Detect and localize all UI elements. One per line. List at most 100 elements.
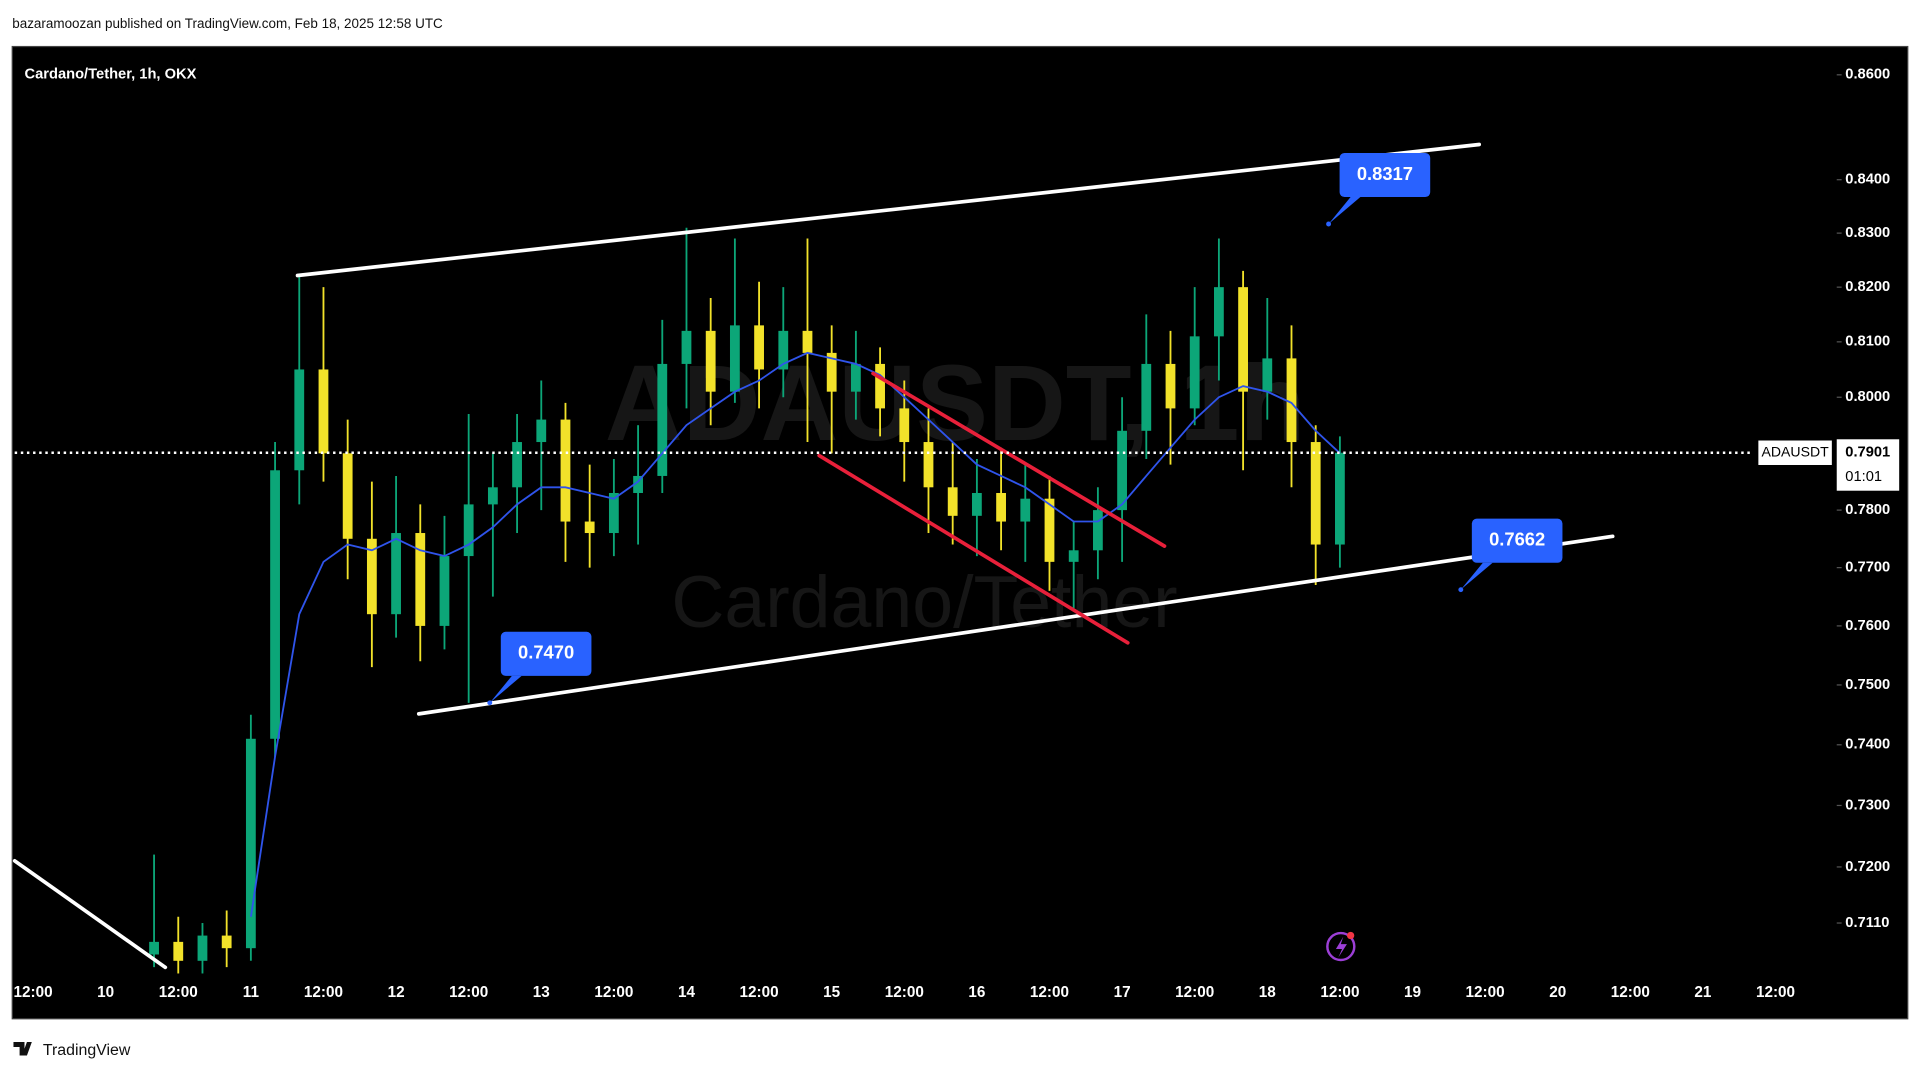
candle-body [366, 538, 377, 615]
candle-body [294, 369, 305, 471]
candle-body [536, 419, 547, 443]
x-tick-label: 17 [1114, 984, 1131, 1001]
candle-body [923, 442, 934, 488]
x-tick-label: 12:00 [1611, 984, 1650, 1001]
x-tick-label: 12:00 [449, 984, 488, 1001]
x-tick-label: 19 [1404, 984, 1421, 1001]
candle-body [608, 492, 619, 534]
candle-body [415, 533, 426, 626]
icon-dot [1346, 931, 1355, 940]
candle-body [1165, 363, 1176, 409]
y-tick-label: 0.7600 [1845, 618, 1890, 634]
callout-box [1339, 152, 1431, 198]
symbol-box [1758, 440, 1832, 465]
price-box [1836, 439, 1900, 491]
candle-body [875, 363, 885, 409]
brand-name: TradingView [43, 1042, 131, 1059]
x-tick-label: 12:00 [885, 984, 924, 1001]
candle-body [1286, 358, 1297, 443]
chart-panel [11, 45, 1909, 1020]
brand-logo [13, 1042, 32, 1056]
candle-body [1335, 452, 1345, 545]
y-tick-label: 0.8300 [1845, 225, 1890, 241]
candle-body [173, 941, 184, 961]
candle-body [754, 325, 764, 370]
brand: TradingView [13, 1042, 131, 1059]
candle-body [1238, 287, 1248, 392]
candle-body [899, 408, 910, 443]
candle-body [463, 504, 474, 557]
x-tick-label: 18 [1259, 984, 1277, 1001]
callout-box [500, 631, 592, 676]
candle-body [633, 475, 643, 493]
countdown: 01:01 [1845, 469, 1882, 485]
byline: bazaramoozan published on TradingView.co… [12, 16, 443, 31]
moving-average [249, 351, 1341, 917]
drawings [12, 142, 1615, 970]
x-tick-label: 12:00 [304, 984, 343, 1001]
candle-body [1141, 363, 1152, 431]
callout-label: 0.8317 [1357, 163, 1413, 184]
x-tick-label: 12:00 [159, 984, 198, 1001]
watermark-symbol: ADAUSDT, 1h [605, 342, 1305, 463]
x-tick-label: 14 [678, 984, 696, 1001]
y-tick-label: 0.7800 [1845, 502, 1890, 518]
x-tick-label: 15 [823, 984, 841, 1001]
candle-body [439, 556, 450, 626]
y-tick-label: 0.8000 [1845, 389, 1890, 405]
callout-box [1471, 518, 1563, 563]
trendline [817, 453, 1130, 645]
x-tick-label: 16 [968, 984, 985, 1001]
candle-body [584, 521, 595, 534]
callout-anchor [1458, 587, 1464, 593]
y-tick-label: 0.8600 [1845, 67, 1890, 83]
candle-body [391, 533, 401, 615]
candle-body [1189, 336, 1200, 409]
x-tick-label: 12:00 [1756, 984, 1795, 1001]
y-tick-label: 0.8400 [1845, 172, 1890, 188]
callout-pointer [1460, 562, 1493, 590]
y-tick-label: 0.7700 [1845, 560, 1890, 576]
candle-body [342, 453, 353, 539]
y-tick-label: 0.8100 [1845, 334, 1890, 350]
chart-title: Cardano/Tether, 1h, OKX [24, 67, 196, 83]
candle-body [1020, 498, 1031, 522]
candle-body [1117, 430, 1127, 511]
candle-body [657, 363, 668, 476]
candle-body [245, 738, 256, 949]
x-tick-label: 12:00 [1175, 984, 1214, 1001]
symbol-label: ADAUSDT [1761, 443, 1829, 459]
trendline [871, 371, 1167, 548]
callout-pointer [1328, 197, 1361, 224]
candle-body [270, 470, 280, 739]
candle-body [149, 941, 159, 955]
x-tick-label: 12:00 [1030, 984, 1069, 1001]
candle-body [729, 325, 740, 392]
candle-body [1213, 287, 1224, 337]
y-tick-label: 0.7500 [1845, 677, 1890, 693]
watermark-name: Cardano/Tether [671, 560, 1177, 643]
callout-anchor [1326, 221, 1332, 227]
callout-anchor [487, 700, 493, 706]
callout-label: 0.7470 [518, 642, 574, 663]
x-tick-label: 13 [533, 984, 550, 1001]
x-tick-label: 12:00 [13, 984, 52, 1001]
x-tick-label: 20 [1549, 984, 1566, 1001]
icon-ring [1326, 931, 1356, 962]
x-tick-label: 12:00 [740, 984, 779, 1001]
x-tick-label: 21 [1694, 984, 1712, 1001]
candle-body [221, 935, 232, 949]
trendline [295, 142, 1482, 278]
x-tick-label: 12:00 [1320, 984, 1359, 1001]
y-tick-label: 0.7400 [1845, 737, 1890, 753]
callout-pointer [489, 675, 522, 703]
candle-body [850, 363, 861, 392]
candle-body [971, 492, 982, 516]
x-tick-label: 12:00 [594, 984, 633, 1001]
y-tick-label: 0.7300 [1845, 797, 1890, 813]
x-tick-label: 12 [388, 984, 405, 1001]
candle-body [1092, 510, 1103, 551]
icon-bolt [1335, 936, 1347, 958]
